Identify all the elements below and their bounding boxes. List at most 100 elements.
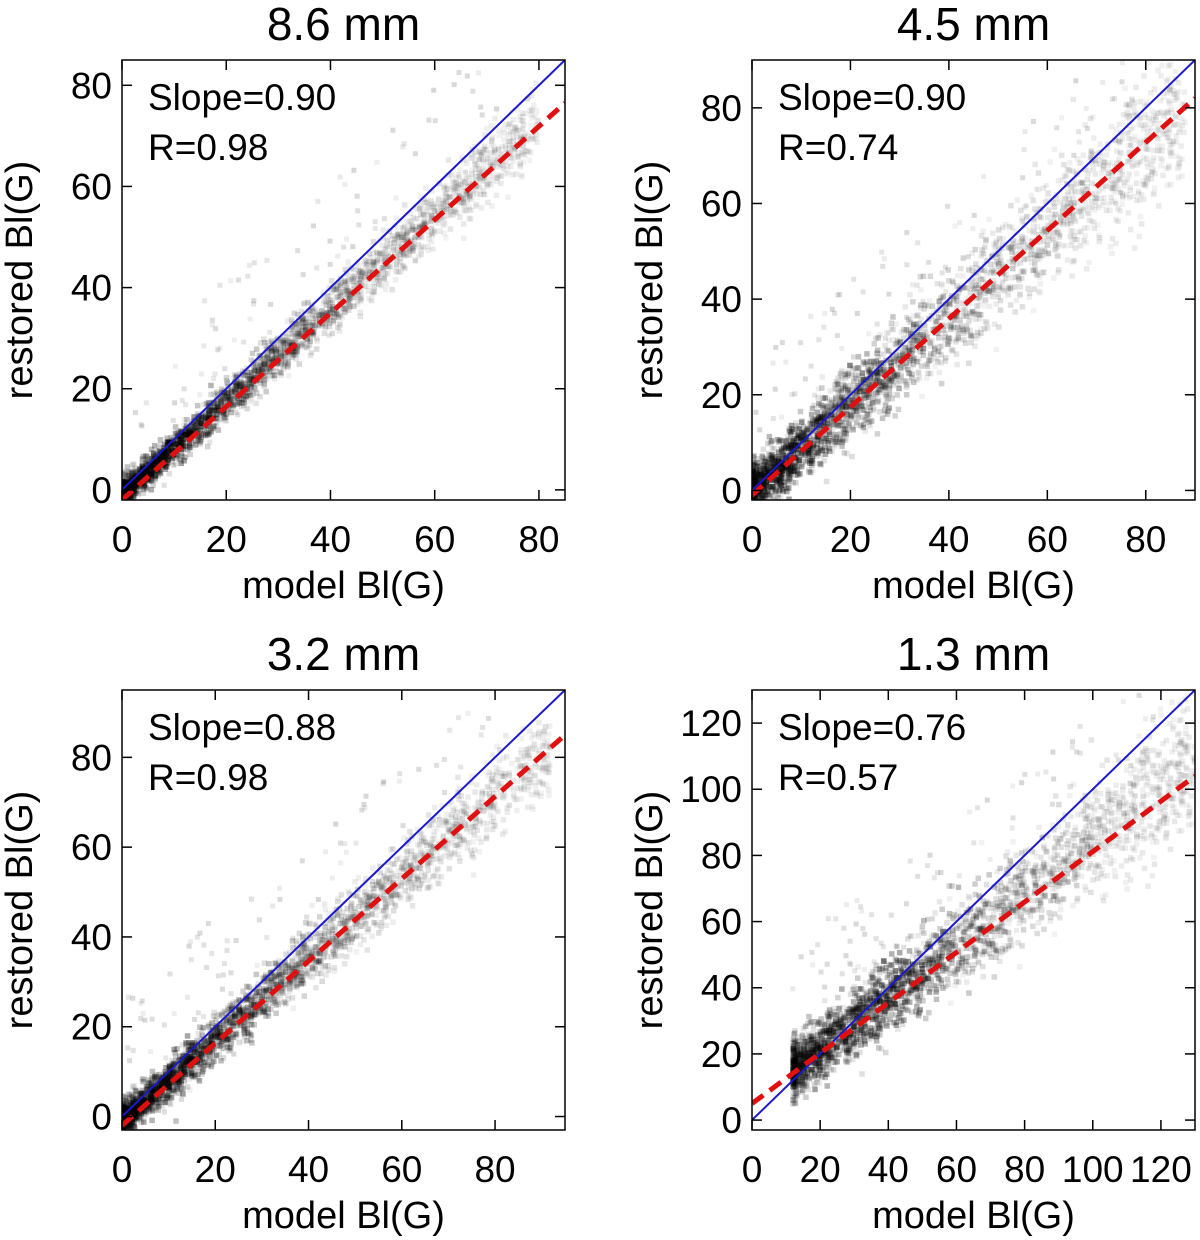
density-point	[981, 326, 988, 332]
density-point	[285, 357, 291, 364]
density-point	[927, 298, 933, 304]
density-point	[127, 473, 134, 480]
density-point	[1072, 218, 1079, 224]
density-point	[874, 369, 881, 375]
density-point	[982, 290, 989, 296]
density-point	[335, 324, 341, 331]
density-point	[443, 193, 450, 200]
density-point	[159, 454, 165, 460]
density-point	[246, 379, 252, 385]
density-point	[1013, 261, 1020, 267]
density-point	[1159, 131, 1166, 137]
density-point	[1016, 277, 1022, 284]
density-point	[440, 197, 447, 204]
density-point	[419, 223, 426, 229]
density-point	[1067, 200, 1074, 207]
density-point	[512, 124, 518, 130]
density-point	[813, 418, 819, 425]
density-point	[875, 392, 881, 399]
density-point	[354, 301, 360, 307]
density-point	[991, 283, 997, 289]
density-point	[999, 278, 1006, 285]
density-point	[314, 338, 320, 344]
density-point	[409, 236, 415, 243]
density-point	[1138, 192, 1145, 198]
density-point	[352, 294, 359, 301]
density-point	[400, 236, 406, 243]
density-point	[862, 378, 869, 385]
density-point	[524, 96, 530, 102]
density-point	[866, 369, 872, 375]
density-point	[1176, 160, 1183, 166]
density-point	[154, 457, 161, 464]
density-point	[138, 474, 144, 480]
density-point	[333, 312, 340, 318]
density-point	[502, 121, 509, 127]
density-point	[923, 302, 929, 308]
density-point	[1079, 180, 1086, 186]
density-point	[1061, 161, 1067, 168]
density-point	[345, 301, 351, 307]
density-point	[959, 285, 966, 291]
density-point	[369, 262, 375, 268]
density-point	[203, 416, 209, 422]
density-point	[1120, 195, 1126, 201]
density-point	[842, 385, 849, 392]
density-point	[303, 315, 310, 322]
density-point	[234, 383, 240, 390]
density-point	[429, 225, 435, 232]
density-point	[299, 314, 305, 321]
density-point	[890, 337, 896, 343]
density-point	[870, 394, 876, 400]
density-point	[1091, 158, 1097, 164]
density-point	[1005, 245, 1012, 251]
outlier-point	[181, 386, 187, 392]
density-point	[385, 270, 391, 277]
density-point	[290, 326, 296, 332]
density-point	[219, 396, 225, 402]
density-point	[883, 381, 889, 387]
density-point	[843, 407, 850, 413]
density-point	[358, 289, 364, 295]
density-point	[967, 289, 973, 296]
density-point	[443, 207, 450, 213]
density-point	[173, 431, 179, 437]
density-point	[328, 314, 334, 320]
density-point	[312, 306, 319, 313]
density-point	[885, 376, 892, 382]
density-point	[811, 460, 817, 467]
density-point	[133, 479, 139, 486]
density-point	[458, 199, 465, 205]
density-point	[285, 360, 292, 367]
density-point	[938, 352, 944, 358]
density-point	[819, 414, 825, 420]
density-point	[343, 288, 350, 294]
density-point	[189, 426, 195, 432]
density-point	[808, 457, 814, 464]
density-point	[809, 421, 815, 428]
density-point	[132, 479, 138, 485]
density-point	[1022, 245, 1028, 251]
density-point	[858, 422, 864, 429]
density-point	[873, 378, 879, 384]
density-point	[169, 448, 175, 455]
density-point	[517, 163, 524, 170]
density-point	[338, 289, 344, 295]
density-point	[1163, 110, 1170, 116]
density-point	[752, 468, 756, 474]
density-point	[435, 197, 442, 203]
density-point	[122, 483, 127, 489]
density-point	[299, 328, 305, 334]
outlier-point	[282, 340, 288, 345]
density-point	[520, 149, 526, 155]
density-point	[337, 280, 344, 287]
density-point	[125, 484, 132, 490]
density-point	[793, 465, 799, 471]
density-point	[516, 153, 522, 159]
outlier-point	[152, 457, 158, 463]
density-point	[207, 403, 213, 409]
density-point	[522, 130, 528, 137]
x-tick-label: 0	[112, 519, 133, 560]
density-point	[853, 372, 859, 379]
density-point	[809, 453, 816, 460]
